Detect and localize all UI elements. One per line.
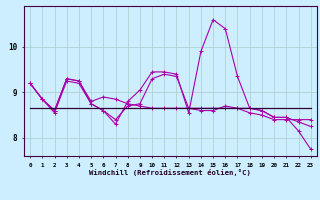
X-axis label: Windchill (Refroidissement éolien,°C): Windchill (Refroidissement éolien,°C) bbox=[90, 169, 251, 176]
